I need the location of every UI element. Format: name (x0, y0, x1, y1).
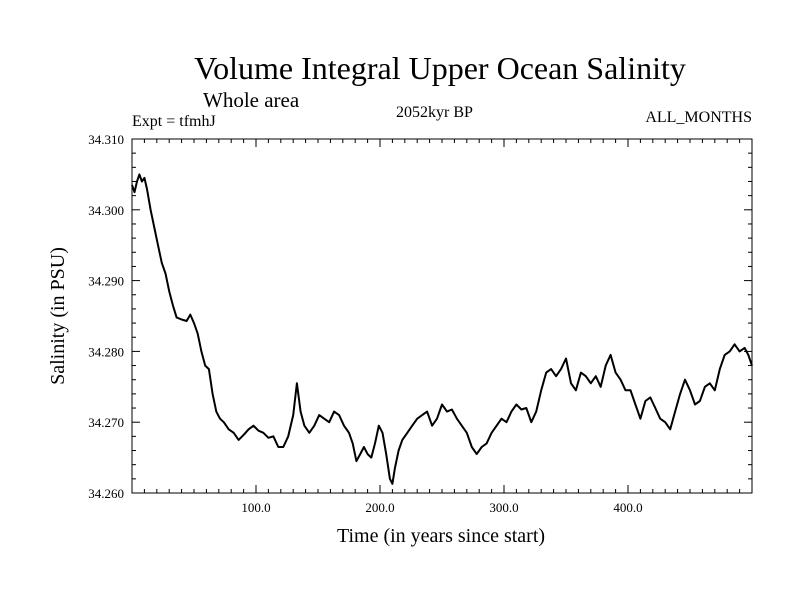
y-tick-label: 34.290 (88, 274, 124, 289)
chart-subtitle: Whole area (203, 88, 300, 112)
y-tick-label: 34.280 (88, 344, 124, 359)
y-tick-label: 34.260 (88, 486, 124, 501)
plot-frame (131, 138, 753, 494)
period-label: 2052kyr BP (396, 104, 473, 121)
y-tick-label: 34.270 (88, 415, 124, 430)
x-tick-label: 100.0 (241, 500, 270, 515)
x-tick-label: 200.0 (365, 500, 394, 515)
x-tick-label: 300.0 (489, 500, 518, 515)
y-tick-label: 34.310 (88, 132, 124, 147)
x-axis-label: Time (in years since start) (337, 525, 545, 547)
months-label: ALL_MONTHS (645, 109, 752, 126)
x-tick-label: 400.0 (613, 500, 642, 515)
experiment-label: Expt = tfmhJ (132, 113, 216, 130)
y-axis-label: Salinity (in PSU) (47, 247, 69, 385)
salinity-series-line (131, 173, 753, 485)
y-tick-label: 34.300 (88, 203, 124, 218)
chart-title: Volume Integral Upper Ocean Salinity (194, 50, 686, 86)
